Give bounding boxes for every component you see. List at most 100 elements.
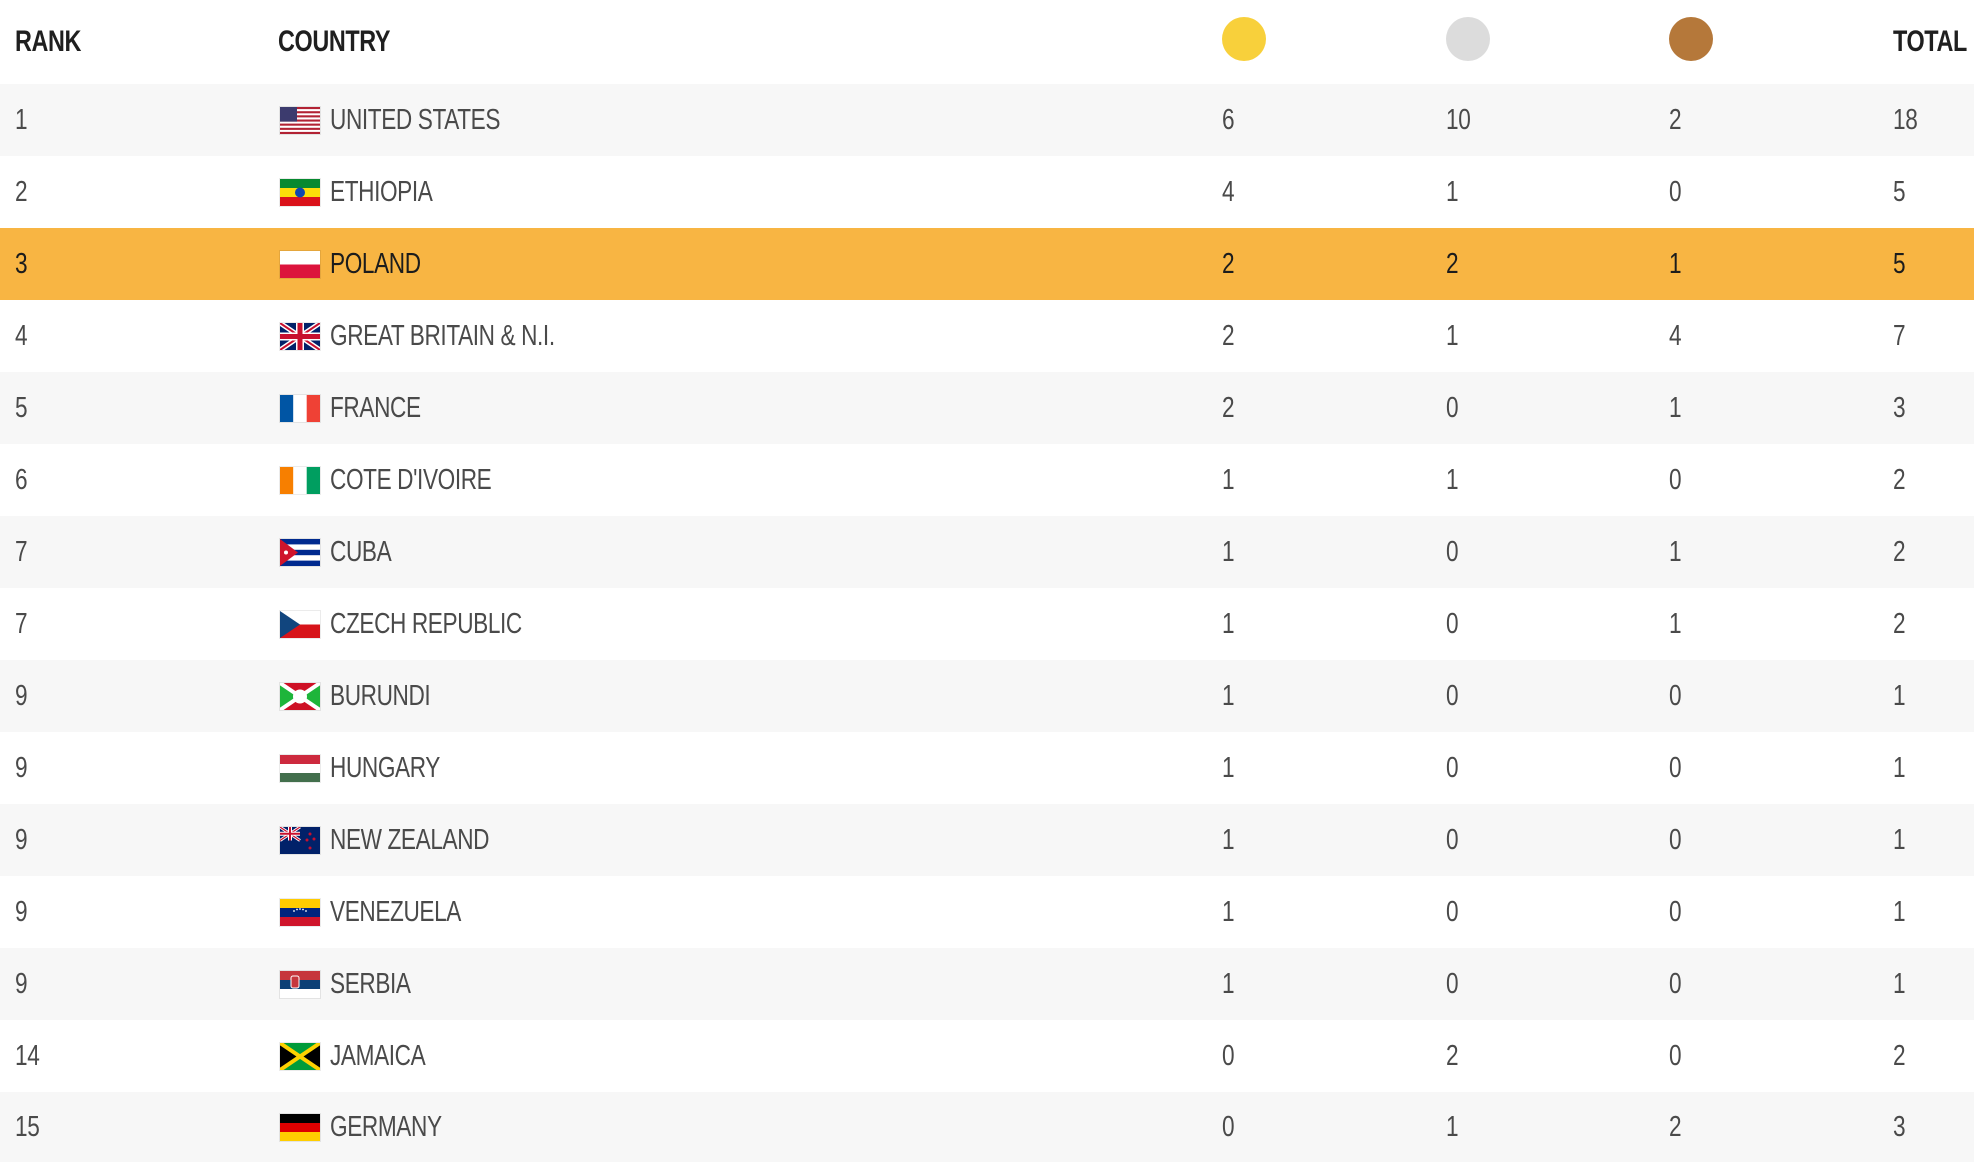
bronze-count: 0 bbox=[1669, 679, 1682, 712]
country-name[interactable]: POLAND bbox=[330, 247, 421, 280]
silver-count: 0 bbox=[1446, 391, 1459, 424]
rank-cell: 9 bbox=[15, 895, 28, 928]
country-name[interactable]: JAMAICA bbox=[330, 1039, 426, 1072]
silver-count: 0 bbox=[1446, 895, 1459, 928]
silver-count: 2 bbox=[1446, 1039, 1459, 1072]
bronze-count: 2 bbox=[1669, 103, 1682, 136]
gold-count: 1 bbox=[1222, 751, 1235, 784]
table-row[interactable]: 9 NEW ZEALAND 1 0 0 1 bbox=[0, 804, 1974, 876]
table-row[interactable]: 2 ETHIOPIA 4 1 0 5 bbox=[0, 156, 1974, 228]
medal-table-header: RANK COUNTRY TOTAL bbox=[0, 0, 1974, 84]
total-count: 2 bbox=[1893, 1039, 1906, 1072]
table-row-highlighted[interactable]: 3 POLAND 2 2 1 5 bbox=[0, 228, 1974, 300]
country-name[interactable]: CUBA bbox=[330, 535, 392, 568]
rank-cell: 5 bbox=[15, 391, 28, 424]
bronze-count: 0 bbox=[1669, 895, 1682, 928]
table-row[interactable]: 9 HUNGARY 1 0 0 1 bbox=[0, 732, 1974, 804]
table-row[interactable]: 7 CZECH REPUBLIC 1 0 1 2 bbox=[0, 588, 1974, 660]
rank-cell: 4 bbox=[15, 319, 28, 352]
country-name[interactable]: FRANCE bbox=[330, 391, 421, 424]
rank-cell: 3 bbox=[15, 247, 28, 280]
bronze-count: 0 bbox=[1669, 967, 1682, 1000]
total-count: 3 bbox=[1893, 1110, 1906, 1143]
table-row[interactable]: 7 CUBA 1 0 1 2 bbox=[0, 516, 1974, 588]
silver-count: 2 bbox=[1446, 247, 1459, 280]
country-name[interactable]: GERMANY bbox=[330, 1110, 442, 1143]
table-row[interactable]: 1 UNITED STATES 6 10 2 18 bbox=[0, 84, 1974, 156]
gold-count: 1 bbox=[1222, 463, 1235, 496]
gold-count: 4 bbox=[1222, 175, 1235, 208]
silver-medal-icon[interactable] bbox=[1446, 17, 1490, 61]
country-name[interactable]: COTE D'IVOIRE bbox=[330, 463, 492, 496]
bronze-count: 0 bbox=[1669, 823, 1682, 856]
country-name[interactable]: HUNGARY bbox=[330, 751, 440, 784]
silver-count: 1 bbox=[1446, 319, 1459, 352]
total-count: 18 bbox=[1893, 103, 1918, 136]
country-name[interactable]: NEW ZEALAND bbox=[330, 823, 490, 856]
total-count: 5 bbox=[1893, 247, 1906, 280]
country-name[interactable]: BURUNDI bbox=[330, 679, 431, 712]
silver-count: 1 bbox=[1446, 463, 1459, 496]
rank-cell: 7 bbox=[15, 607, 28, 640]
silver-count: 0 bbox=[1446, 751, 1459, 784]
silver-count: 10 bbox=[1446, 103, 1471, 136]
silver-count: 1 bbox=[1446, 1110, 1459, 1143]
gold-count: 2 bbox=[1222, 391, 1235, 424]
us-flag-icon bbox=[280, 84, 320, 156]
rank-cell: 2 bbox=[15, 175, 28, 208]
bronze-count: 0 bbox=[1669, 751, 1682, 784]
ethiopia-flag-icon bbox=[280, 156, 320, 228]
bronze-count: 1 bbox=[1669, 391, 1682, 424]
total-count: 1 bbox=[1893, 895, 1906, 928]
bronze-count: 0 bbox=[1669, 175, 1682, 208]
total-count: 5 bbox=[1893, 175, 1906, 208]
gold-count: 1 bbox=[1222, 823, 1235, 856]
table-row[interactable]: 15 GERMANY 0 1 2 3 bbox=[0, 1092, 1974, 1162]
country-name[interactable]: ETHIOPIA bbox=[330, 175, 433, 208]
hungary-flag-icon bbox=[280, 732, 320, 804]
bronze-count: 2 bbox=[1669, 1110, 1682, 1143]
rank-column-header[interactable]: RANK bbox=[15, 25, 82, 58]
table-row[interactable]: 6 COTE D'IVOIRE 1 1 0 2 bbox=[0, 444, 1974, 516]
country-name[interactable]: SERBIA bbox=[330, 967, 411, 1000]
table-row[interactable]: 9 VENEZUELA 1 0 0 1 bbox=[0, 876, 1974, 948]
rank-cell: 15 bbox=[15, 1110, 40, 1143]
rank-cell: 9 bbox=[15, 751, 28, 784]
silver-count: 0 bbox=[1446, 535, 1459, 568]
gold-count: 0 bbox=[1222, 1039, 1235, 1072]
rank-cell: 6 bbox=[15, 463, 28, 496]
total-count: 1 bbox=[1893, 967, 1906, 1000]
rank-cell: 9 bbox=[15, 967, 28, 1000]
silver-count: 0 bbox=[1446, 607, 1459, 640]
silver-count: 0 bbox=[1446, 679, 1459, 712]
czech-flag-icon bbox=[280, 588, 320, 660]
country-name[interactable]: CZECH REPUBLIC bbox=[330, 607, 522, 640]
table-row[interactable]: 9 BURUNDI 1 0 0 1 bbox=[0, 660, 1974, 732]
gold-count: 1 bbox=[1222, 967, 1235, 1000]
gold-count: 0 bbox=[1222, 1110, 1235, 1143]
total-count: 7 bbox=[1893, 319, 1906, 352]
france-flag-icon bbox=[280, 372, 320, 444]
total-count: 2 bbox=[1893, 535, 1906, 568]
bronze-medal-icon[interactable] bbox=[1669, 17, 1713, 61]
gold-medal-icon[interactable] bbox=[1222, 17, 1266, 61]
table-row[interactable]: 4 GREAT BRITAIN & N.I. 2 1 4 7 bbox=[0, 300, 1974, 372]
cuba-flag-icon bbox=[280, 516, 320, 588]
bronze-count: 0 bbox=[1669, 1039, 1682, 1072]
table-row[interactable]: 14 JAMAICA 0 2 0 2 bbox=[0, 1020, 1974, 1092]
total-column-header[interactable]: TOTAL bbox=[1893, 25, 1967, 58]
total-count: 3 bbox=[1893, 391, 1906, 424]
cote-divoire-flag-icon bbox=[280, 444, 320, 516]
table-row[interactable]: 5 FRANCE 2 0 1 3 bbox=[0, 372, 1974, 444]
gold-count: 1 bbox=[1222, 895, 1235, 928]
country-name[interactable]: UNITED STATES bbox=[330, 103, 501, 136]
country-name[interactable]: GREAT BRITAIN & N.I. bbox=[330, 319, 555, 352]
total-count: 1 bbox=[1893, 823, 1906, 856]
country-name[interactable]: VENEZUELA bbox=[330, 895, 462, 928]
rank-cell: 1 bbox=[15, 103, 28, 136]
bronze-count: 1 bbox=[1669, 607, 1682, 640]
total-count: 1 bbox=[1893, 679, 1906, 712]
country-column-header[interactable]: COUNTRY bbox=[278, 25, 391, 58]
table-row[interactable]: 9 SERBIA 1 0 0 1 bbox=[0, 948, 1974, 1020]
jamaica-flag-icon bbox=[280, 1020, 320, 1092]
